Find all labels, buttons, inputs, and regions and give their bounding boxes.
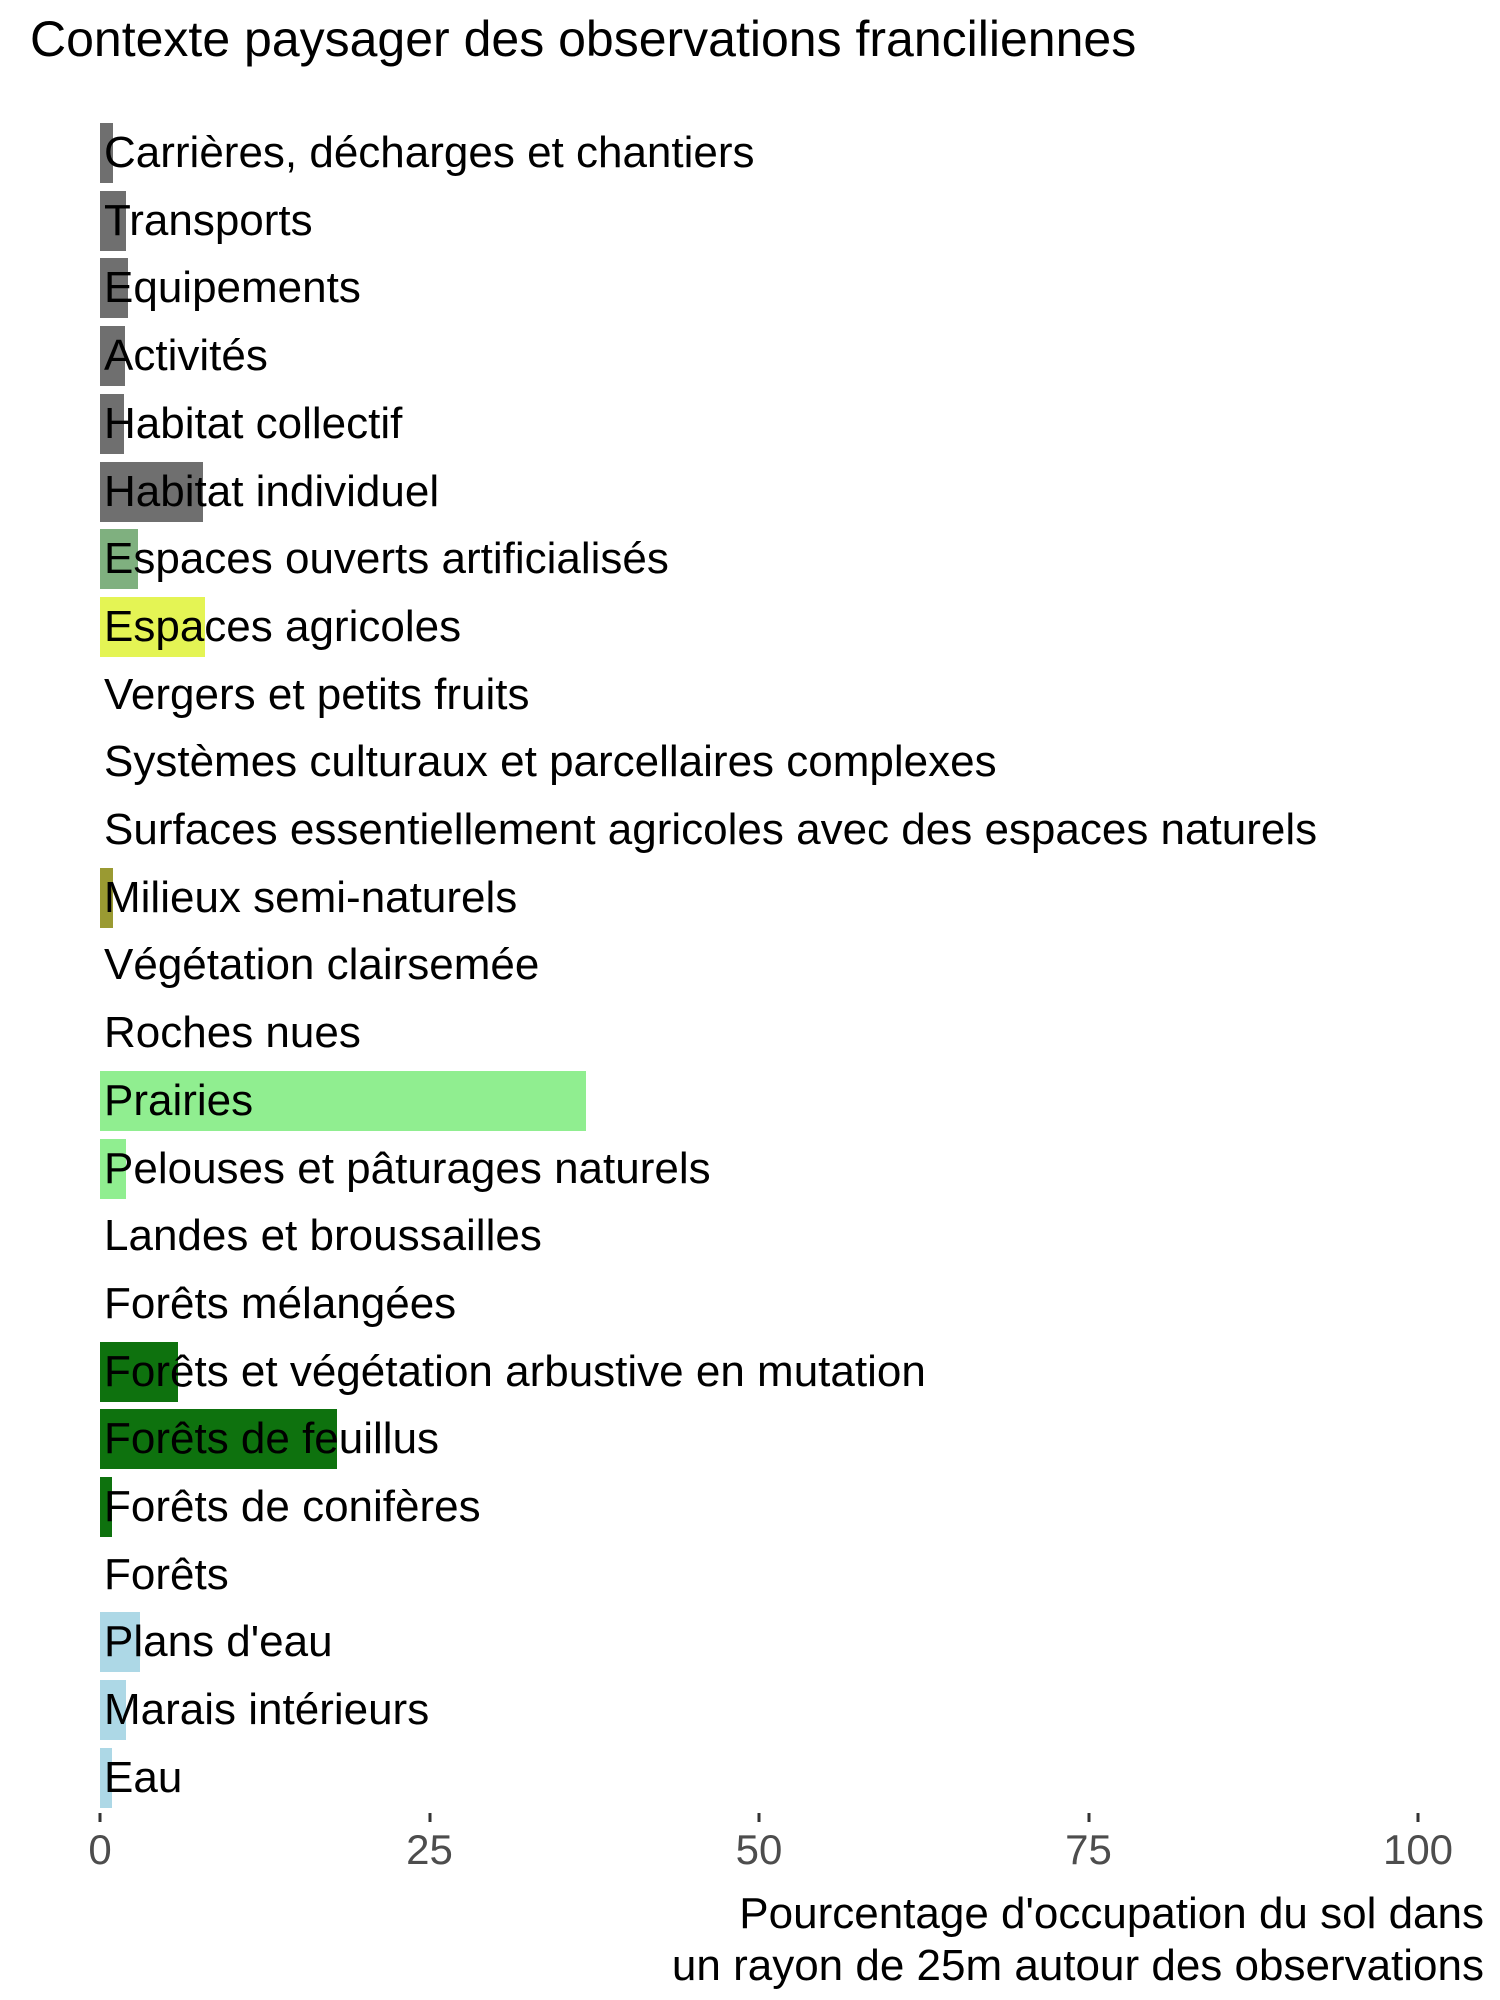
category-label: Espaces agricoles [104, 601, 462, 651]
category-label: Carrières, décharges et chantiers [104, 128, 755, 177]
x-tick-label: 25 [406, 1826, 453, 1873]
category-label: Transports [104, 195, 313, 245]
category-label: Activités [104, 331, 268, 381]
chart-row: Vergers et petits fruits [100, 661, 1484, 729]
chart-row: Landes et broussailles [100, 1202, 1484, 1270]
bar [100, 1612, 140, 1673]
chart-row: Forêts [100, 1541, 1484, 1609]
chart-title: Contexte paysager des observations franc… [30, 11, 1137, 67]
chart-row: Carrières, décharges et chantiers [100, 119, 1484, 187]
chart-row: Plans d'eau [100, 1608, 1484, 1676]
bar [100, 529, 139, 590]
bar [100, 867, 114, 928]
x-axis-title-line2: un rayon de 25m autour des observations [671, 1940, 1484, 1990]
bar [100, 123, 114, 183]
chart-row: Espaces agricoles [100, 593, 1484, 661]
chart-row: Habitat collectif [100, 390, 1484, 458]
bar [100, 326, 126, 387]
chart-row: Eau [100, 1744, 1484, 1812]
category-label: Habitat individuel [104, 466, 440, 516]
x-tick-mark [1087, 1813, 1090, 1822]
bar [100, 1341, 178, 1402]
x-axis-title-line1: Pourcentage d'occupation du sol dans [739, 1889, 1484, 1938]
x-tick-mark [1416, 1813, 1420, 1822]
x-tick-mark [98, 1813, 102, 1822]
chart-row: Marais intérieurs [100, 1676, 1484, 1744]
category-label: Forêts mélangées [104, 1278, 457, 1328]
chart-row: Systèmes culturaux et parcellaires compl… [100, 728, 1484, 796]
chart-row: Forêts mélangées [100, 1270, 1484, 1338]
chart-row: Activités [100, 322, 1484, 390]
category-label: Marais intérieurs [104, 1685, 430, 1735]
category-label: Forêts de feuillus [104, 1414, 440, 1464]
x-tick-label: 100 [1382, 1826, 1454, 1873]
chart-row: Pelouses et pâturages naturels [100, 1135, 1484, 1203]
chart-row: Forêts de conifères [100, 1473, 1484, 1541]
bar [100, 596, 206, 657]
chart-row: Végétation clairsemée [100, 931, 1484, 999]
plot-area: Carrières, décharges et chantiers Transpo… [100, 119, 1484, 1813]
chart-row: Transports [100, 187, 1484, 255]
chart-row: Forêts de feuillus [100, 1405, 1484, 1473]
category-label: Pelouses et pâturages naturels [104, 1143, 711, 1193]
bar [100, 190, 127, 251]
bar [100, 258, 128, 319]
category-label: Landes et broussailles [104, 1211, 542, 1261]
chart-row: Roches nues [100, 999, 1484, 1067]
x-tick-mark [757, 1813, 761, 1822]
category-label: Systèmes culturaux et parcellaires compl… [104, 737, 997, 787]
chart-row: Habitat individuel [100, 458, 1484, 526]
chart-row: Prairies [100, 1067, 1484, 1135]
category-label: Végétation clairsemée [104, 940, 540, 990]
chart-row: Surfaces essentiellement agricoles avec … [100, 796, 1484, 864]
category-label: Milieux semi-naturels [104, 872, 518, 922]
bar [100, 1409, 338, 1470]
x-axis-title: Pourcentage d'occupation du sol dans un … [0, 1888, 1484, 1992]
bar [100, 461, 203, 522]
bar [100, 1138, 127, 1199]
category-label: Equipements [104, 263, 361, 313]
bar [100, 1747, 112, 1808]
x-tick-mark [428, 1813, 431, 1822]
chart-row: Espaces ouverts artificialisés [100, 525, 1484, 593]
category-label: Vergers et petits fruits [104, 669, 530, 719]
category-label: Forêts [104, 1549, 229, 1599]
category-label: Eau [104, 1752, 183, 1802]
category-label: Espaces ouverts artificialisés [104, 534, 669, 584]
chart-row: Equipements [100, 254, 1484, 322]
category-label: Surfaces essentiellement agricoles avec … [104, 805, 1318, 854]
x-tick-label: 50 [735, 1826, 783, 1873]
category-label: Habitat collectif [104, 398, 403, 448]
x-tick-label: 0 [88, 1826, 112, 1873]
category-label: Forêts et végétation arbustive en mutati… [104, 1346, 926, 1396]
category-label: Prairies [104, 1075, 254, 1125]
category-label: Roches nues [104, 1008, 361, 1058]
bar [100, 1070, 587, 1131]
category-label: Plans d'eau [104, 1617, 333, 1667]
x-tick-label: 75 [1065, 1826, 1112, 1873]
chart-row: Forêts et végétation arbustive en mutati… [100, 1338, 1484, 1406]
chart-row: Milieux semi-naturels [100, 864, 1484, 932]
category-label: Forêts de conifères [104, 1482, 481, 1531]
bar [100, 1680, 127, 1741]
bar [100, 393, 124, 454]
bar [100, 1477, 112, 1537]
